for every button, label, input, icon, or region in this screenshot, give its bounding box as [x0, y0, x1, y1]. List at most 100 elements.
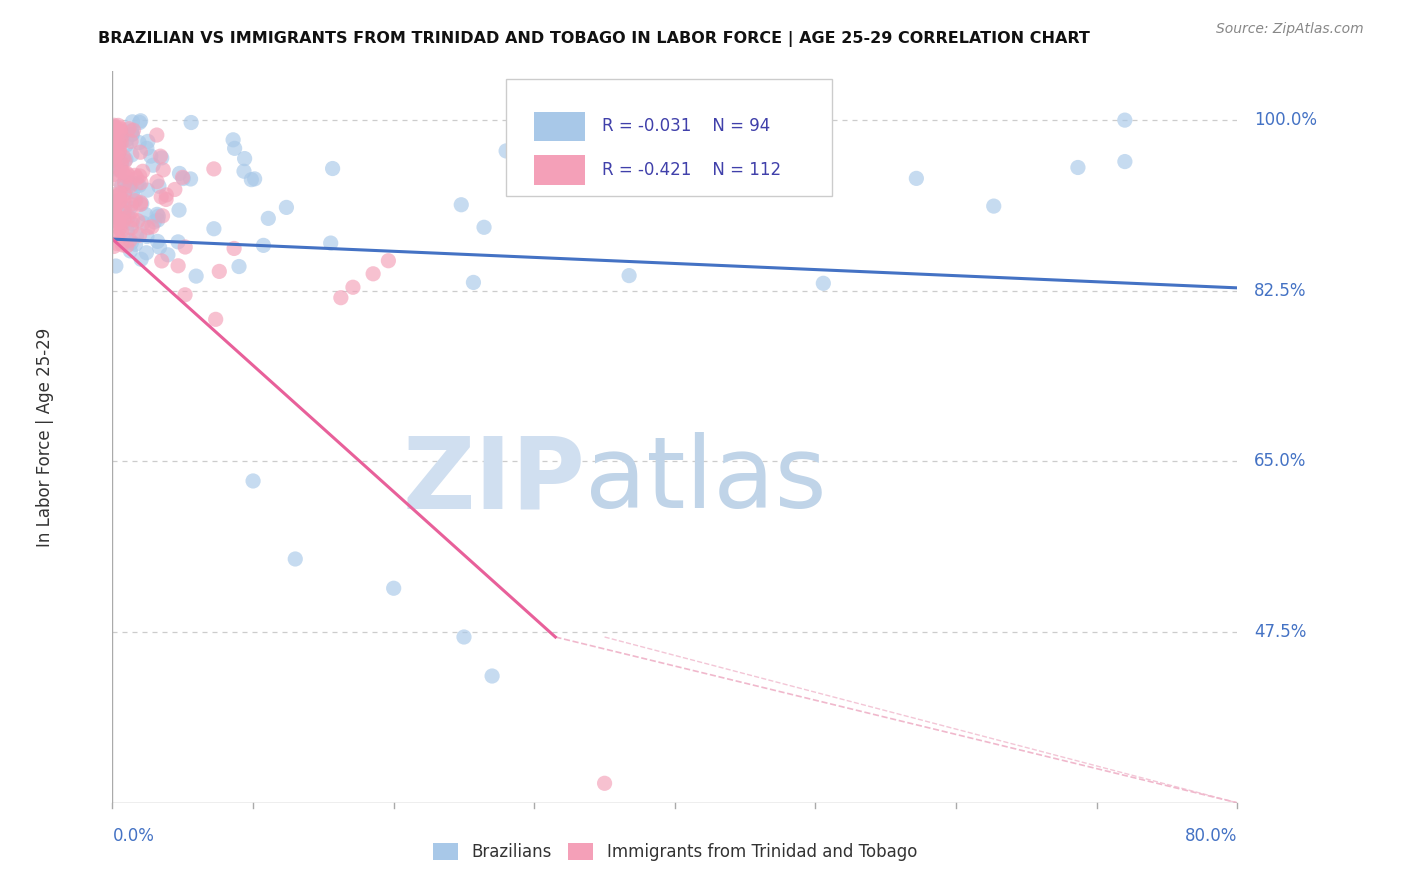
- Legend: Brazilians, Immigrants from Trinidad and Tobago: Brazilians, Immigrants from Trinidad and…: [426, 836, 924, 868]
- Point: [342, 280, 364, 294]
- Point: [905, 171, 928, 186]
- Point: [103, 118, 125, 132]
- Point: [135, 245, 157, 260]
- FancyBboxPatch shape: [534, 112, 585, 141]
- Point: [149, 149, 172, 163]
- Point: [163, 182, 186, 196]
- Point: [104, 161, 127, 176]
- Point: [128, 169, 150, 183]
- Text: 0.0%: 0.0%: [112, 827, 155, 846]
- Point: [184, 269, 207, 284]
- Point: [472, 220, 495, 235]
- Point: [107, 119, 129, 133]
- Point: [132, 216, 155, 230]
- Point: [128, 228, 150, 243]
- Point: [118, 176, 141, 190]
- Point: [148, 179, 170, 194]
- Point: [167, 235, 190, 249]
- Point: [115, 239, 138, 253]
- Point: [121, 217, 143, 231]
- Point: [107, 225, 129, 239]
- Point: [110, 136, 132, 150]
- Point: [495, 144, 517, 158]
- Point: [150, 151, 173, 165]
- Point: [503, 169, 526, 184]
- Point: [114, 211, 136, 226]
- Point: [773, 171, 796, 186]
- Text: 82.5%: 82.5%: [1254, 282, 1306, 300]
- Point: [121, 124, 143, 138]
- Point: [103, 195, 125, 210]
- Point: [107, 188, 129, 202]
- Point: [105, 202, 128, 216]
- Point: [167, 259, 190, 273]
- FancyBboxPatch shape: [506, 78, 832, 195]
- Point: [115, 138, 138, 153]
- Point: [128, 178, 150, 193]
- Point: [129, 145, 152, 160]
- Point: [114, 183, 136, 197]
- Point: [112, 204, 135, 219]
- Point: [110, 193, 132, 207]
- Point: [146, 175, 169, 189]
- Point: [180, 115, 202, 129]
- Point: [122, 123, 145, 137]
- Point: [120, 235, 142, 250]
- Point: [128, 136, 150, 150]
- Text: 47.5%: 47.5%: [1254, 624, 1306, 641]
- Point: [450, 198, 472, 212]
- Point: [103, 194, 125, 209]
- Point: [114, 177, 136, 191]
- Point: [103, 197, 125, 211]
- Point: [142, 158, 165, 172]
- Point: [128, 115, 150, 129]
- Point: [453, 630, 475, 644]
- Point: [104, 131, 127, 145]
- Point: [794, 146, 817, 161]
- Text: R = -0.421    N = 112: R = -0.421 N = 112: [602, 161, 780, 179]
- Point: [202, 161, 225, 176]
- Point: [121, 128, 143, 142]
- Text: Source: ZipAtlas.com: Source: ZipAtlas.com: [1216, 22, 1364, 37]
- Point: [118, 233, 141, 247]
- Point: [125, 171, 148, 186]
- Point: [105, 198, 128, 212]
- Point: [108, 162, 131, 177]
- Point: [382, 581, 405, 595]
- Point: [104, 148, 127, 162]
- Point: [103, 202, 125, 216]
- Point: [120, 178, 142, 193]
- Point: [103, 120, 125, 134]
- Text: ZIP: ZIP: [402, 433, 585, 530]
- Point: [112, 150, 135, 164]
- Point: [148, 209, 170, 223]
- Point: [117, 224, 139, 238]
- Point: [108, 186, 131, 201]
- Point: [129, 252, 152, 267]
- Point: [257, 211, 280, 226]
- Point: [224, 141, 246, 155]
- Point: [593, 776, 616, 790]
- Point: [112, 186, 135, 201]
- Point: [180, 172, 202, 186]
- Point: [110, 224, 132, 238]
- Point: [104, 259, 127, 273]
- Point: [120, 134, 142, 148]
- Point: [208, 264, 231, 278]
- Point: [117, 168, 139, 182]
- Point: [117, 210, 139, 224]
- Point: [103, 121, 125, 136]
- Point: [167, 203, 190, 218]
- Point: [155, 193, 177, 207]
- Point: [108, 193, 131, 207]
- Point: [172, 171, 194, 186]
- Point: [107, 145, 129, 160]
- Point: [1114, 113, 1136, 128]
- Point: [125, 229, 148, 244]
- Point: [155, 188, 177, 202]
- Point: [111, 129, 134, 144]
- Point: [108, 211, 131, 226]
- Point: [111, 214, 134, 228]
- Point: [125, 193, 148, 207]
- Point: [141, 219, 163, 234]
